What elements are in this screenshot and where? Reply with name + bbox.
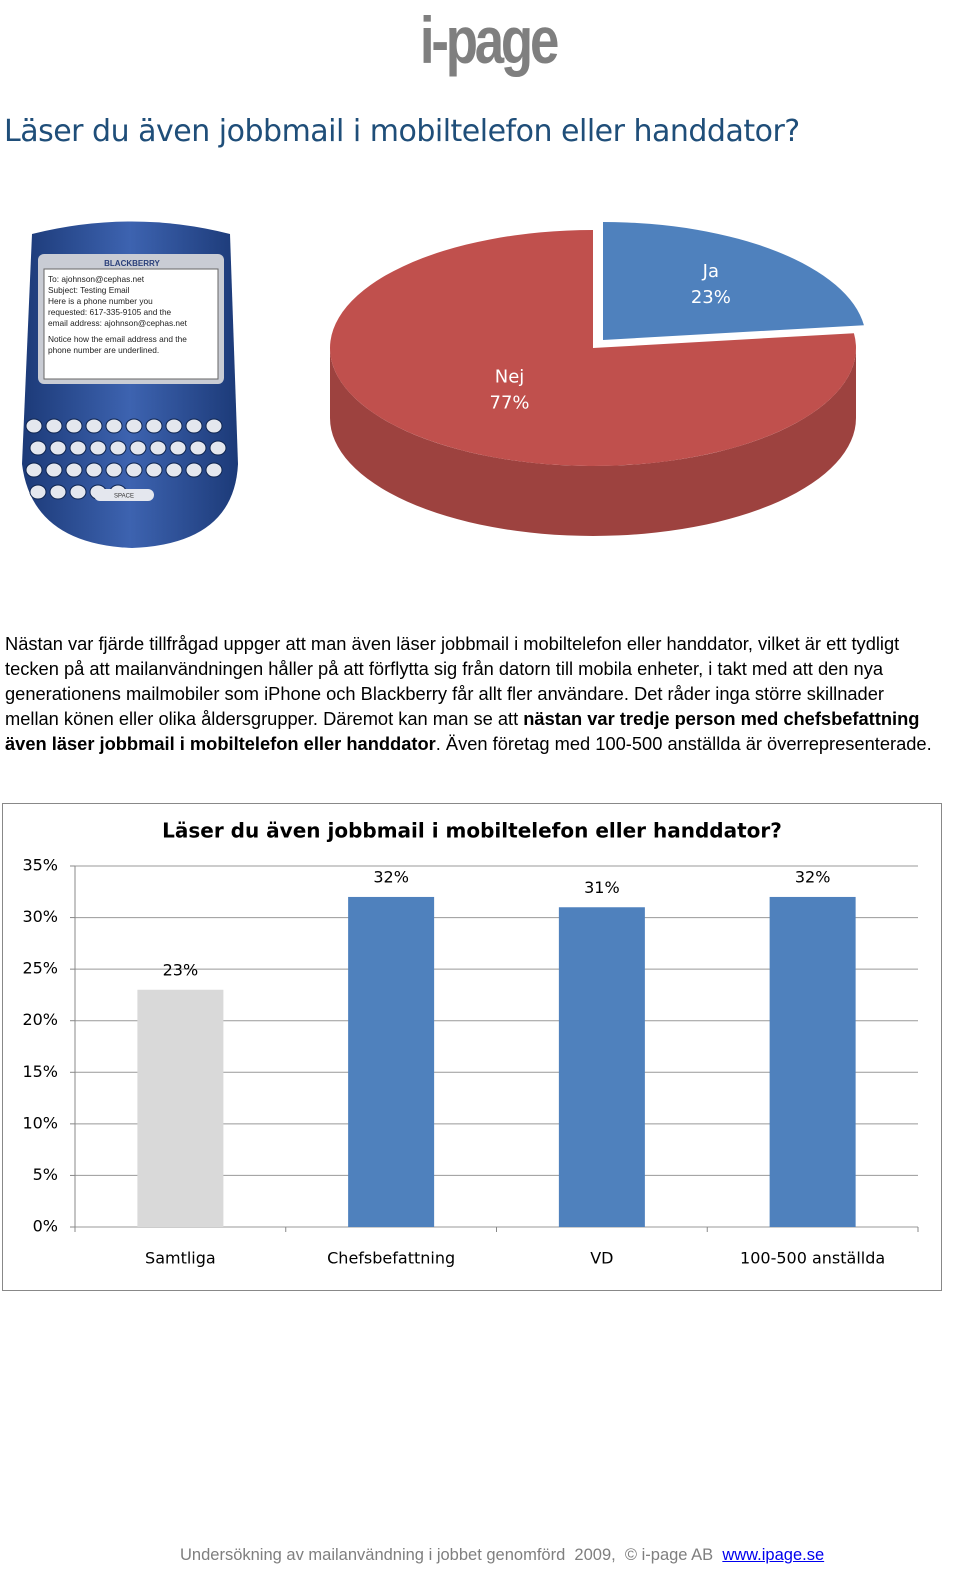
y-tick-label: 35%: [22, 856, 58, 875]
phone-key: [45, 462, 63, 478]
phone-key: [25, 462, 43, 478]
phone-screen-line: To: ajohnson@cephas.net: [48, 274, 145, 284]
phone-key: [165, 462, 183, 478]
phone-key: [145, 462, 163, 478]
phone-key-label: SPACE: [114, 494, 134, 500]
phone-screen-line: email address: ajohnson@cephas.net: [48, 318, 188, 328]
phone-screen: [43, 268, 219, 380]
phone-key: [69, 440, 87, 456]
phone-key: [49, 440, 67, 456]
slice-label: Nej: [495, 366, 525, 387]
pie-slice-side: [330, 348, 856, 536]
phone-key: [85, 462, 103, 478]
phone-key: [29, 440, 47, 456]
bar: [348, 896, 435, 1227]
phone-key: [45, 418, 63, 434]
value-label: 32%: [373, 867, 409, 886]
phone-key: [205, 462, 223, 478]
phone-key: [89, 440, 107, 456]
pie-slice: [603, 222, 864, 340]
phone-key: [189, 440, 207, 456]
text-run: Nästan var fjärde tillfrågad uppger att …: [5, 633, 900, 729]
value-label: 23%: [163, 960, 199, 979]
phone-screen-line: phone number are underlined.: [48, 345, 159, 355]
phone-screen-line: Subject: Testing Email: [48, 285, 130, 295]
phone-key: [109, 440, 127, 456]
phone-illustration: BLACKBERRY SPACE To: ajohnson@cephas.net…: [22, 221, 238, 548]
footer-link[interactable]: www.ipage.se: [722, 1546, 825, 1564]
phone-screen-line: Here is a phone number you: [48, 296, 153, 306]
phone-brand: BLACKBERRY: [104, 259, 160, 268]
phone-key: [185, 418, 203, 434]
footer-text: Undersökning av mailanvändning i jobbet …: [180, 1546, 714, 1564]
y-tick-label: 30%: [22, 907, 58, 926]
x-tick-label: 100-500 anställda: [740, 1249, 885, 1268]
phone-key: [94, 489, 154, 501]
phone-key: [49, 484, 67, 500]
body-text: Nästan var fjärde tillfrågad uppger att …: [5, 631, 940, 756]
phone-key: [205, 418, 223, 434]
value-label: 32%: [795, 867, 831, 886]
x-tick-label: Samtliga: [145, 1249, 216, 1268]
y-tick-label: 5%: [33, 1165, 58, 1184]
bar-chart: Läser du även jobbmail i mobiltelefon el…: [2, 803, 942, 1291]
phone-screen-line: Notice how the email address and the: [48, 334, 187, 344]
x-tick-label: Chefsbefattning: [327, 1249, 455, 1268]
y-tick-label: 20%: [22, 1010, 58, 1029]
value-label: 31%: [584, 878, 620, 897]
phone-key: [65, 462, 83, 478]
bold-text: nästan var tredje person med chefsbefatt…: [5, 708, 920, 754]
slice-value-label: 23%: [691, 287, 731, 308]
phone-key: [125, 418, 143, 434]
pie-slice: [329, 230, 856, 466]
phone-keys: SPACE: [25, 418, 227, 501]
footer: Undersökning av mailanvändning i jobbet …: [180, 1546, 824, 1565]
phone-key: [129, 440, 147, 456]
pie-chart: Ja 23% Nej 77%: [329, 222, 864, 536]
y-tick-label: 15%: [22, 1062, 58, 1081]
chart-title: Läser du även jobbmail i mobiltelefon el…: [162, 819, 782, 843]
phone-key: [145, 418, 163, 434]
phone-key: [209, 440, 227, 456]
logo: i-page: [419, 3, 559, 77]
phone-key: [85, 418, 103, 434]
phone-key: [169, 440, 187, 456]
page-title: Läser du även jobbmail i mobiltelefon el…: [4, 114, 800, 149]
y-tick-label: 25%: [22, 959, 58, 978]
bar: [769, 896, 856, 1227]
bar: [558, 907, 645, 1227]
x-tick-label: VD: [590, 1249, 613, 1268]
bar: [137, 989, 224, 1227]
phone-key: [105, 418, 123, 434]
phone-key: [125, 462, 143, 478]
phone-key: [65, 418, 83, 434]
phone-key: [25, 418, 43, 434]
phone-key: [165, 418, 183, 434]
y-tick-label: 0%: [33, 1217, 58, 1236]
phone-key: [185, 462, 203, 478]
phone-key: [149, 440, 167, 456]
slice-label: Ja: [702, 261, 719, 282]
phone-key: [105, 462, 123, 478]
phone-screen-line: requested: 617-335-9105 and the: [48, 307, 172, 317]
slice-value-label: 77%: [490, 392, 530, 413]
phone-key: [69, 484, 87, 500]
y-tick-label: 10%: [22, 1113, 58, 1132]
text-run: . Även företag med 100-500 anställda är …: [435, 733, 932, 754]
phone-key: [29, 484, 47, 500]
